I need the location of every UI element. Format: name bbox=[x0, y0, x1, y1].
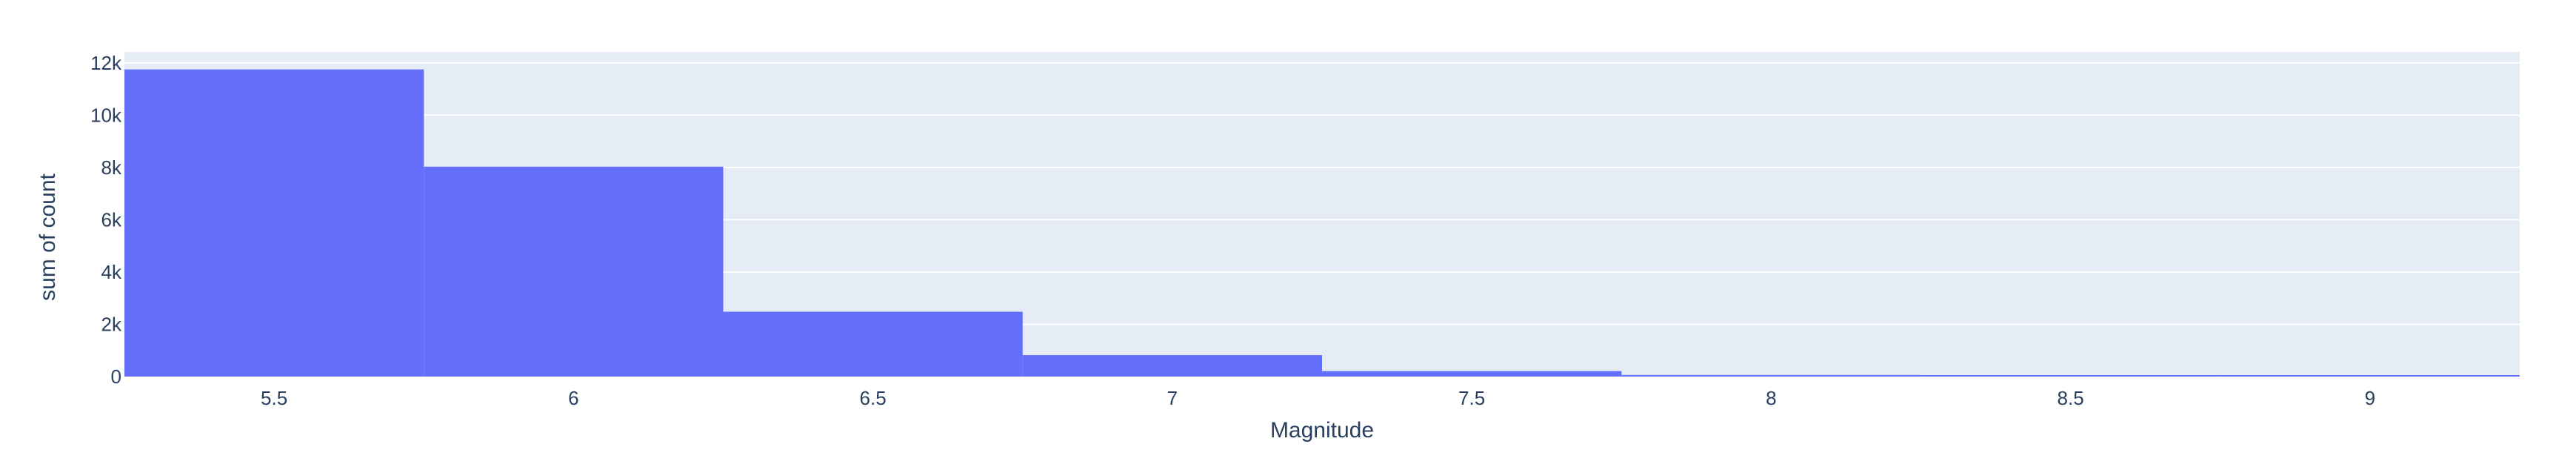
x-tick-labels: 5.5 6 6.5 7 7.5 8 8.5 9 bbox=[261, 387, 2375, 409]
y-tick-labels: 0 2k 4k 6k 8k 10k 12k bbox=[90, 52, 122, 388]
y-tick-label: 8k bbox=[101, 156, 122, 179]
y-tick-label: 0 bbox=[111, 365, 121, 388]
histogram-bar bbox=[1322, 371, 1622, 377]
y-tick-label: 12k bbox=[90, 52, 122, 74]
histogram-bar bbox=[1022, 355, 1322, 377]
histogram-bar bbox=[424, 166, 724, 377]
x-tick-label: 8.5 bbox=[2058, 387, 2084, 409]
y-axis-title: sum of count bbox=[36, 173, 60, 300]
y-tick-label: 6k bbox=[101, 208, 122, 231]
histogram-bar bbox=[1621, 374, 1921, 377]
histogram-bars bbox=[124, 69, 2520, 377]
x-tick-label: 6.5 bbox=[860, 387, 887, 409]
x-tick-label: 9 bbox=[2365, 387, 2375, 409]
histogram-bar bbox=[1921, 375, 2220, 377]
y-tick-label: 10k bbox=[90, 104, 122, 126]
histogram-bar bbox=[2220, 375, 2520, 377]
x-tick-label: 7 bbox=[1167, 387, 1178, 409]
histogram-bar bbox=[124, 69, 424, 377]
x-tick-label: 7.5 bbox=[1458, 387, 1485, 409]
x-tick-label: 5.5 bbox=[261, 387, 287, 409]
x-tick-label: 6 bbox=[568, 387, 578, 409]
y-tick-label: 2k bbox=[101, 313, 122, 335]
x-tick-label: 8 bbox=[1766, 387, 1776, 409]
x-axis-title: Magnitude bbox=[1270, 418, 1374, 443]
y-tick-label: 4k bbox=[101, 261, 122, 283]
histogram-bar bbox=[723, 311, 1023, 377]
